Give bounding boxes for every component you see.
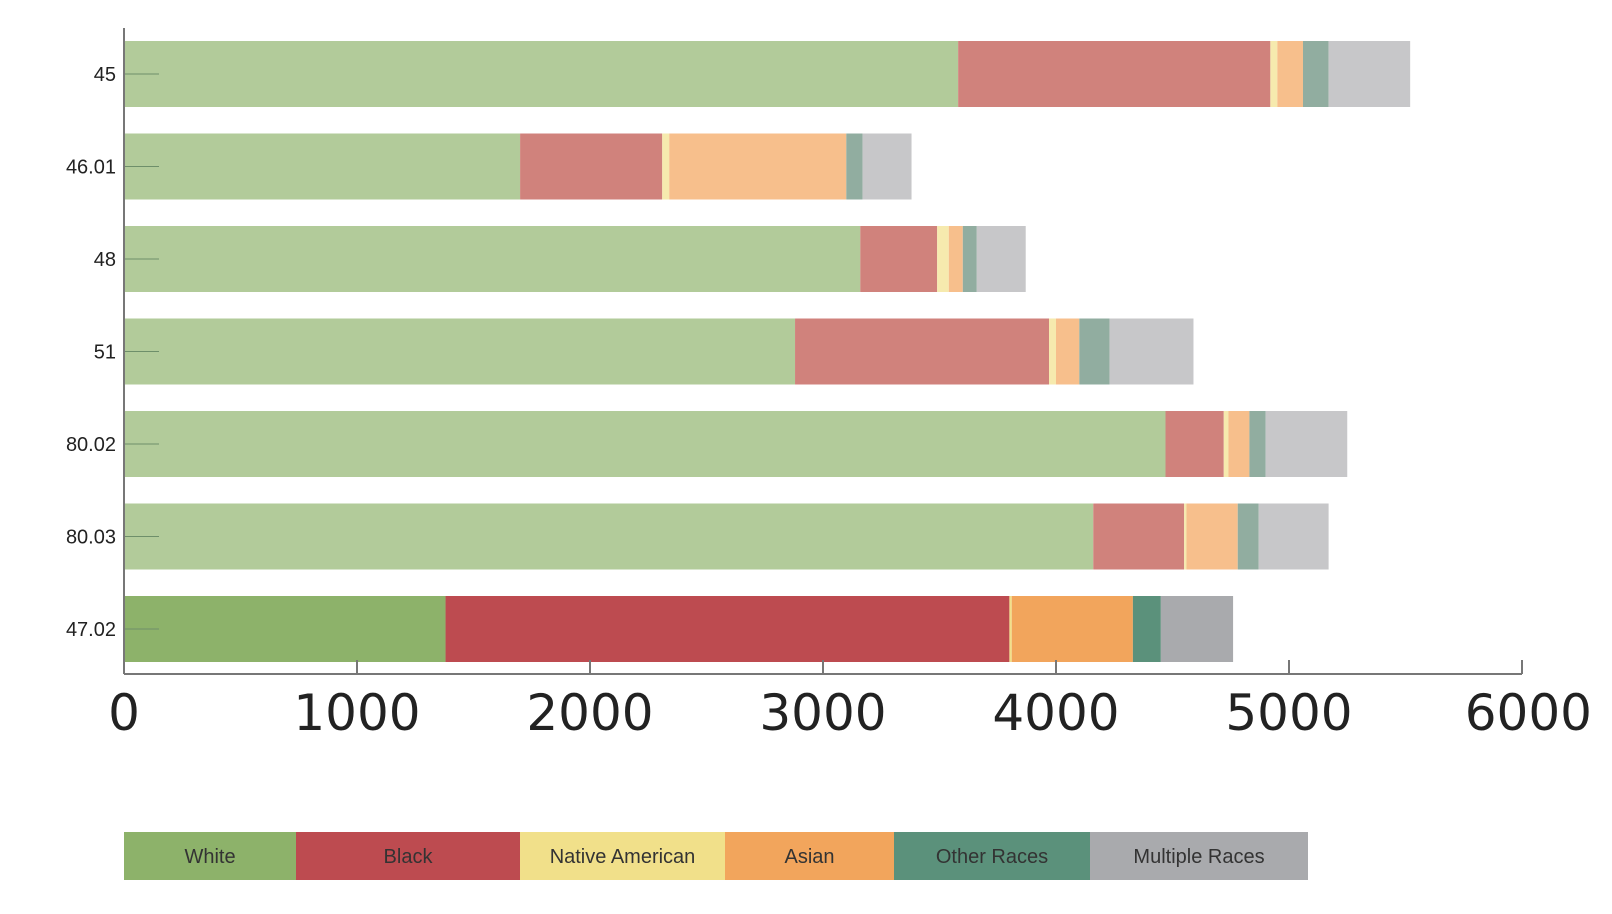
bar-row-48 (124, 226, 1026, 292)
bar-segment-native-american-45 (1270, 41, 1278, 107)
bar-segment-multiple-races-46.01 (862, 133, 912, 200)
bar-segment-black-80.02 (1165, 411, 1224, 477)
legend-item-black: Black (296, 832, 520, 880)
bar-segment-white-46.01 (124, 133, 521, 200)
bar-segment-white-51 (124, 318, 796, 385)
legend-swatch-asian (725, 832, 894, 880)
bar-segment-asian-45 (1277, 41, 1303, 107)
bar-row-80.02 (124, 411, 1348, 477)
category-label-45: 45 (94, 64, 116, 86)
x-axis-ticks: 0 1000 2000 3000 4000 5000 6000 (108, 660, 1592, 742)
legend-swatch-black (296, 832, 520, 880)
x-tick-label-6000: 6000 (1465, 684, 1592, 742)
bar-segment-white-80.02 (124, 411, 1166, 477)
bar-segment-multiple-races-51 (1109, 318, 1194, 385)
legend-item-other-races: Other Races (894, 832, 1090, 880)
bar-segment-native-american-80.02 (1223, 411, 1229, 477)
bar-segment-asian-46.01 (669, 133, 847, 200)
category-label-47.02: 47.02 (66, 619, 116, 641)
bar-segment-other-races-46.01 (846, 133, 863, 200)
category-label-80.03: 80.03 (66, 527, 116, 549)
bar-row-51 (124, 318, 1194, 385)
bar-segment-other-races-80.03 (1237, 503, 1259, 570)
bar-segment-native-american-80.03 (1184, 503, 1187, 570)
bar-segment-multiple-races-80.02 (1265, 411, 1348, 477)
x-tick-label-3000: 3000 (759, 684, 886, 742)
bar-segment-native-american-51 (1049, 318, 1056, 385)
legend-item-native-american: Native American (520, 832, 725, 880)
bars-layer (124, 41, 1411, 662)
bar-segment-white-47.02 (124, 596, 446, 662)
bar-segment-white-45 (124, 41, 959, 107)
legend-label-native-american: Native American (550, 846, 696, 868)
category-label-48: 48 (94, 249, 116, 271)
bar-segment-native-american-48 (937, 226, 949, 292)
bar-row-45 (124, 41, 1411, 107)
legend-label-black: Black (384, 846, 434, 868)
bar-segment-other-races-47.02 (1132, 596, 1161, 662)
bar-segment-other-races-51 (1079, 318, 1110, 385)
legend-label-other-races: Other Races (936, 846, 1048, 868)
bar-segment-native-american-46.01 (662, 133, 670, 200)
legend-item-asian: Asian (725, 832, 894, 880)
legend-swatch-white (124, 832, 296, 880)
bar-row-80.03 (124, 503, 1329, 570)
legend-swatch-other-races (894, 832, 1090, 880)
category-label-51: 51 (94, 342, 116, 364)
bar-segment-multiple-races-48 (976, 226, 1026, 292)
x-tick-label-0: 0 (108, 684, 140, 742)
legend-label-asian: Asian (784, 846, 834, 868)
x-tick-label-1000: 1000 (293, 684, 420, 742)
bar-segment-black-48 (860, 226, 938, 292)
category-label-46.01: 46.01 (66, 157, 116, 179)
legend-swatch-multiple-races (1090, 832, 1308, 880)
bar-segment-other-races-80.02 (1249, 411, 1266, 477)
bar-segment-multiple-races-47.02 (1160, 596, 1234, 662)
category-label-80.02: 80.02 (66, 434, 116, 456)
bar-segment-asian-80.03 (1186, 503, 1238, 570)
bar-segment-white-80.03 (124, 503, 1094, 570)
bar-segment-asian-47.02 (1011, 596, 1133, 662)
category-labels: 45 46.01 48 51 80.02 80.03 47.02 (66, 64, 116, 641)
legend-label-white: White (184, 846, 235, 868)
bar-segment-other-races-48 (962, 226, 977, 292)
legend-item-white: White (124, 832, 296, 880)
bar-row-47.02 (124, 596, 1234, 662)
x-tick-label-2000: 2000 (526, 684, 653, 742)
x-tick-label-4000: 4000 (992, 684, 1119, 742)
bar-row-46.01 (124, 133, 912, 200)
bar-segment-white-48 (124, 226, 861, 292)
x-tick-label-5000: 5000 (1225, 684, 1352, 742)
bar-segment-asian-48 (948, 226, 963, 292)
bar-segment-black-51 (795, 318, 1050, 385)
bar-segment-asian-51 (1056, 318, 1080, 385)
bar-segment-native-american-47.02 (1009, 596, 1012, 662)
bar-segment-black-80.03 (1093, 503, 1185, 570)
bar-segment-multiple-races-45 (1328, 41, 1411, 107)
legend-swatch-native-american (520, 832, 725, 880)
bar-segment-black-46.01 (520, 133, 663, 200)
bar-segment-asian-80.02 (1228, 411, 1250, 477)
legend-label-multiple-races: Multiple Races (1133, 846, 1264, 868)
bar-segment-multiple-races-80.03 (1258, 503, 1329, 570)
legend-item-multiple-races: Multiple Races (1090, 832, 1308, 880)
bar-segment-black-45 (958, 41, 1271, 107)
bar-segment-black-47.02 (445, 596, 1010, 662)
legend: White Black Native American Asian Other Race… (124, 832, 1308, 880)
bar-segment-other-races-45 (1302, 41, 1329, 107)
